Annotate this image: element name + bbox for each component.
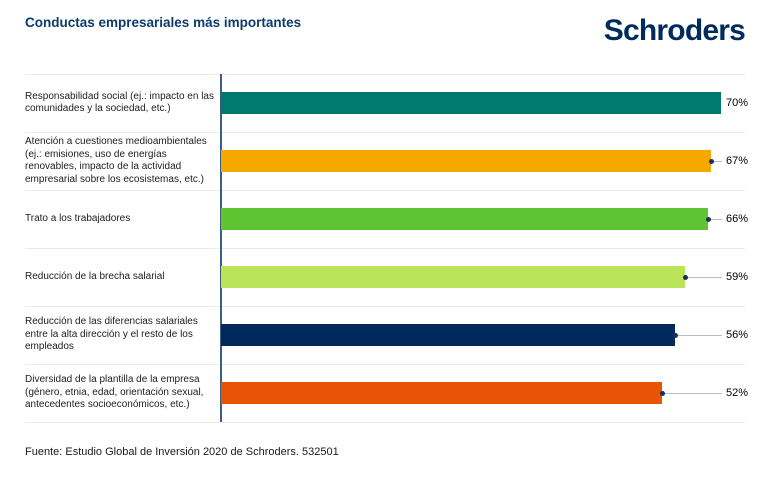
row-separator (25, 248, 745, 249)
chart-row: Diversidad de la plantilla de la empresa… (25, 364, 749, 422)
row-separator (25, 422, 745, 423)
bar (221, 382, 662, 404)
chart-row: Reducción de las diferencias salariales … (25, 306, 749, 364)
chart-row: Reducción de la brecha salarial 59% (25, 248, 749, 306)
leader-line (675, 334, 722, 336)
value-label: 70% (726, 97, 749, 109)
leader-line (708, 218, 722, 220)
category-label: Diversidad de la plantilla de la empresa… (25, 374, 204, 411)
leader-dot (672, 332, 678, 338)
source-note: Fuente: Estudio Global de Inversión 2020… (25, 446, 339, 458)
row-separator (25, 306, 745, 307)
leader-dot (682, 274, 688, 280)
leader-line (685, 276, 722, 278)
value-label: 67% (726, 155, 749, 167)
bar (221, 150, 711, 172)
leader-line (662, 392, 722, 394)
row-separator (25, 190, 745, 191)
category-label: Reducción de las diferencias salariales … (25, 316, 198, 353)
category-label: Atención a cuestiones medioambientales (… (25, 136, 207, 185)
category-label: Reducción de la brecha salarial (25, 270, 165, 282)
leader-line (711, 160, 722, 162)
leader-dot (659, 390, 665, 396)
value-label: 56% (726, 329, 749, 341)
chart-row: Atención a cuestiones medioambientales (… (25, 132, 749, 190)
value-label: 52% (726, 387, 749, 399)
category-label: Trato a los trabajadores (25, 212, 131, 224)
category-label: Responsabilidad social (ej.: impacto en … (25, 90, 214, 115)
value-label: 59% (726, 271, 749, 283)
chart-row: Trato a los trabajadores 66% (25, 190, 749, 248)
bar (221, 266, 685, 288)
chart-row: Responsabilidad social (ej.: impacto en … (25, 74, 749, 132)
row-separator (25, 364, 745, 365)
axis-line (220, 74, 222, 422)
row-separator (25, 74, 745, 75)
value-label: 66% (726, 213, 749, 225)
bar (221, 92, 721, 114)
row-separator (25, 132, 745, 133)
schroders-logo: Schroders (603, 14, 746, 47)
page-title: Conductas empresariales más importantes (25, 15, 302, 30)
bar (221, 324, 675, 346)
bar (221, 208, 708, 230)
leader-dot (705, 216, 711, 222)
leader-dot (708, 158, 714, 164)
